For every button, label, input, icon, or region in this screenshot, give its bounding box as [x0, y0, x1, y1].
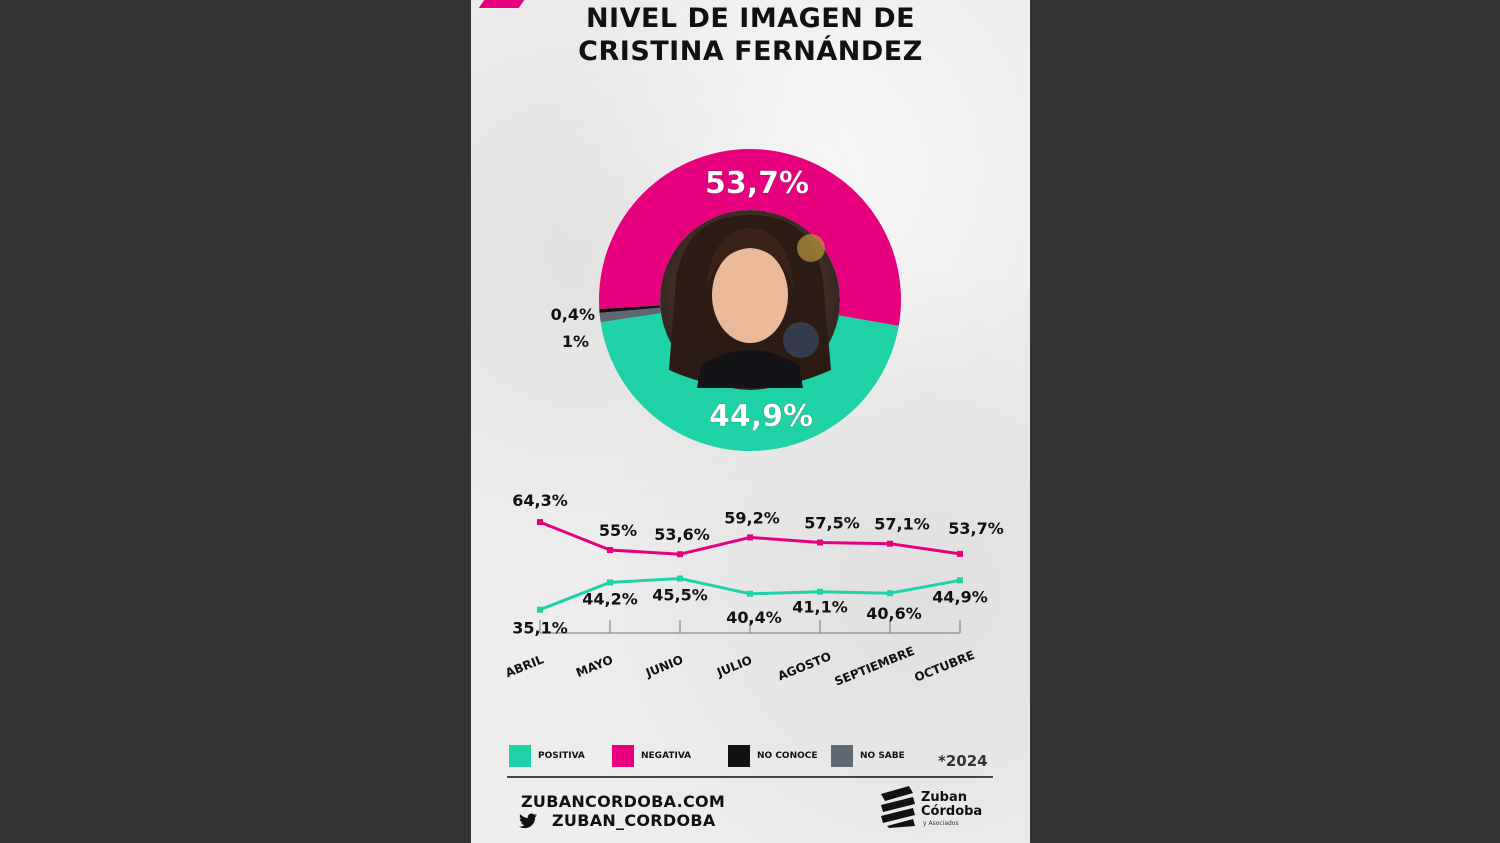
legend-swatch-negativa [612, 745, 634, 767]
data-point-negativa [677, 551, 683, 558]
data-label-positiva: 40,4% [726, 608, 782, 627]
legend: POSITIVA NEGATIVA NO CONOCE NO SABE [509, 745, 989, 769]
x-tick-label: ABRIL [503, 652, 545, 680]
donut-slice-negativa [599, 149, 901, 326]
year-note: *2024 [938, 752, 988, 770]
x-tick-label: JUNIO [643, 653, 685, 681]
data-label-negativa: 64,3% [512, 491, 568, 510]
legend-label-negativa: NEGATIVA [641, 751, 692, 761]
x-tick-label: MAYO [574, 653, 615, 680]
data-point-negativa [747, 534, 753, 541]
data-point-negativa [537, 519, 543, 526]
line-chart: 64,3% 55% 53,6% 59,2% 57,5% 57,1% 53,7% 35,1% 44… [503, 491, 1004, 689]
data-label-negativa: 57,1% [874, 515, 930, 534]
data-point-positiva [957, 577, 963, 584]
data-point-negativa [887, 540, 893, 547]
title-line-2: CRISTINA FERNÁNDEZ [578, 36, 923, 67]
legend-label-positiva: POSITIVA [538, 751, 585, 761]
data-label-positiva: 35,1% [512, 619, 568, 638]
x-tick-label: JULIO [714, 653, 754, 680]
footer-divider [507, 776, 993, 778]
data-point-positiva [747, 590, 753, 597]
donut-chart: 53,7% 44,9% 1% 0,4% [551, 149, 901, 452]
legend-swatch-no-sabe [831, 745, 853, 767]
data-point-positiva [607, 579, 613, 586]
data-label-positiva: 41,1% [792, 598, 848, 617]
data-point-positiva [887, 590, 893, 597]
data-label-negativa: 55% [599, 521, 637, 540]
data-point-negativa [817, 539, 823, 546]
legend-label-no-sabe: NO SABE [860, 751, 905, 761]
donut-slice-no-conoce [599, 305, 661, 313]
title-line-1: NIVEL DE IMAGEN DE [585, 3, 916, 34]
donut-label-no-conoce: 0,4% [551, 305, 595, 324]
logo-name: Zuban Córdoba [921, 791, 1001, 819]
twitter-bird-icon [519, 813, 537, 829]
x-tick-label: SEPTIEMBRE [832, 644, 916, 689]
legend-swatch-positiva [509, 745, 531, 767]
infographic-card: NIVEL DE IMAGEN DE CRISTINA FERNÁNDEZ 53… [471, 0, 1030, 843]
data-point-positiva [537, 606, 543, 613]
x-tick-label: AGOSTO [776, 649, 834, 683]
twitter-handle: ZUBAN_CORDOBA [552, 811, 716, 830]
data-label-positiva: 45,5% [652, 586, 708, 605]
data-point-negativa [957, 550, 963, 557]
brand-logo: Zuban Córdoba y Asociados [879, 786, 989, 830]
portrait-photo [660, 210, 840, 390]
data-point-negativa [607, 547, 613, 553]
data-label-negativa: 59,2% [724, 508, 780, 527]
logo-subtitle: y Asociados [923, 820, 959, 827]
data-label-positiva: 44,9% [932, 587, 988, 606]
donut-label-negativa: 53,7% [705, 166, 809, 201]
legend-swatch-no-conoce [728, 745, 750, 767]
data-point-positiva [817, 588, 823, 595]
data-label-positiva: 40,6% [866, 604, 922, 623]
x-tick-label: OCTUBRE [912, 648, 976, 685]
data-label-negativa: 53,6% [654, 525, 710, 544]
donut-slice-no-sabe [599, 307, 661, 323]
page-title: NIVEL DE IMAGEN DE CRISTINA FERNÁNDEZ [471, 2, 1030, 68]
donut-slice-positiva [600, 313, 899, 452]
data-label-negativa: 53,7% [948, 519, 1004, 538]
data-label-positiva: 44,2% [582, 589, 638, 608]
data-label-negativa: 57,5% [804, 514, 860, 533]
data-point-positiva [677, 575, 683, 582]
website-link[interactable]: ZUBANCORDOBA.COM [521, 792, 726, 811]
logo-name-line-2: Córdoba [921, 804, 983, 819]
stripes-logo-icon [881, 786, 915, 828]
legend-label-no-conoce: NO CONOCE [757, 751, 818, 761]
donut-label-no-sabe: 1% [562, 332, 589, 351]
donut-label-positiva: 44,9% [709, 399, 813, 434]
logo-name-line-1: Zuban [921, 790, 968, 805]
